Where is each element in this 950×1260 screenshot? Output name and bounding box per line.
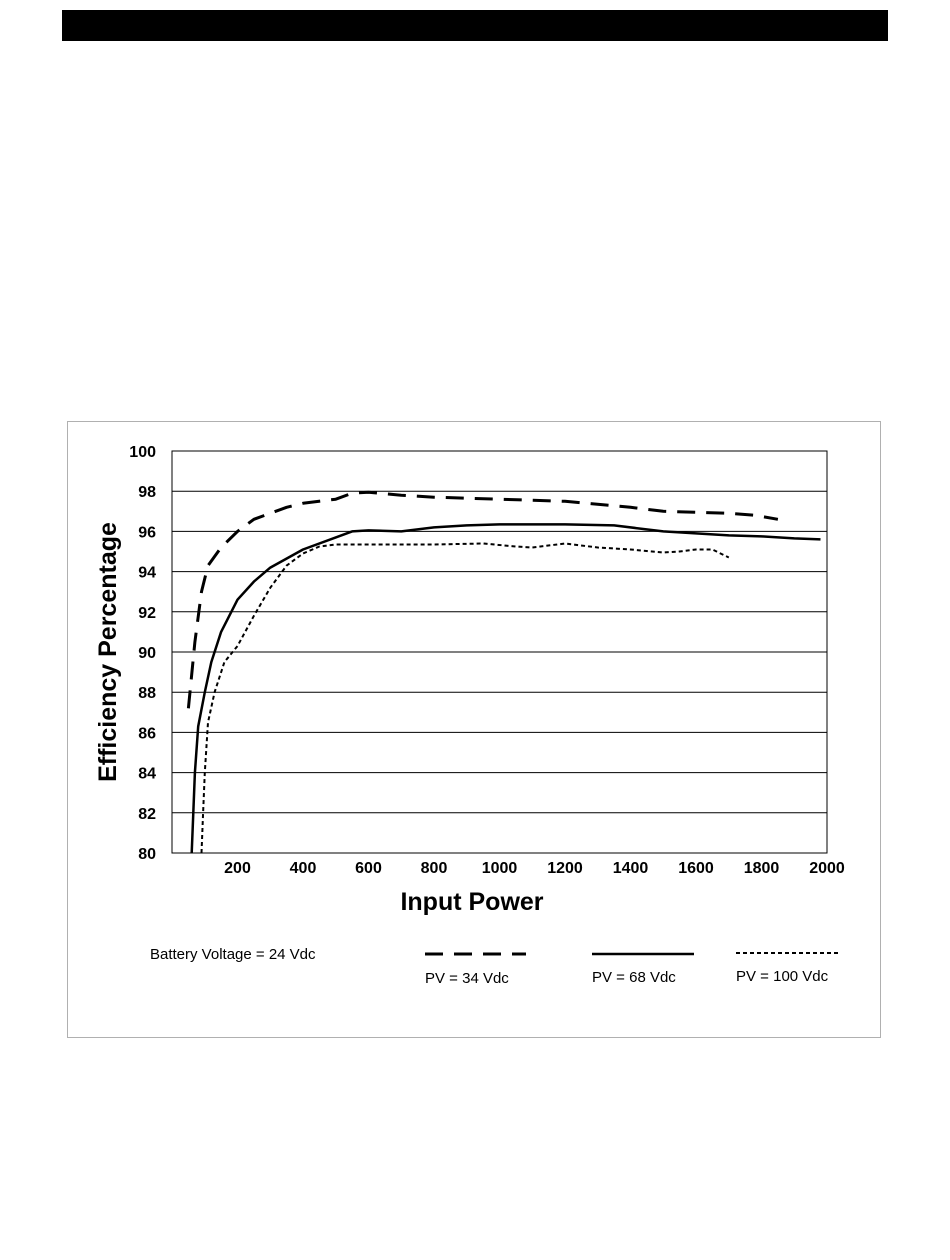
x-tick-label-1400: 1400	[613, 860, 649, 877]
y-tick-label-86: 86	[138, 725, 156, 742]
y-tick-label-92: 92	[138, 605, 156, 622]
y-tick-label-98: 98	[138, 484, 156, 501]
y-tick-label-94: 94	[138, 565, 156, 582]
y-tick-label-88: 88	[138, 685, 156, 702]
y-axis-title: Efficiency Percentage	[94, 522, 122, 782]
efficiency-chart: 80 82 84 86 88 90 92 94 96 98 100 200 400 600 800 1000…	[94, 444, 845, 987]
x-tick-label-1800: 1800	[744, 860, 780, 877]
x-tick-label-1000: 1000	[482, 860, 518, 877]
x-ticks: 200 400 600 800 1000 1200 1400 1600 1800 2000	[224, 860, 845, 877]
y-tick-label-96: 96	[138, 524, 156, 541]
battery-voltage-note: Battery Voltage = 24 Vdc	[150, 946, 316, 963]
x-tick-label-1600: 1600	[678, 860, 714, 877]
x-tick-label-1200: 1200	[547, 860, 583, 877]
y-tick-label-90: 90	[138, 645, 156, 662]
x-tick-label-800: 800	[421, 860, 448, 877]
legend-label-pv100: PV = 100 Vdc	[736, 968, 829, 985]
series-line-pv-34-vdc	[186, 490, 779, 709]
series-line-pv-68-vdc	[190, 523, 821, 854]
y-tick-label-80: 80	[138, 846, 156, 863]
legend-label-pv68: PV = 68 Vdc	[592, 969, 676, 986]
y-tick-label-84: 84	[138, 766, 156, 783]
y-tick-label-100: 100	[129, 444, 156, 461]
series-layer	[186, 490, 821, 854]
x-tick-label-200: 200	[224, 860, 251, 877]
header-bar	[62, 10, 888, 41]
series-line-pv-100-vdc	[200, 542, 730, 854]
y-ticks: 80 82 84 86 88 90 92 94 96 98 100	[129, 444, 156, 863]
x-tick-label-400: 400	[290, 860, 317, 877]
legend-label-pv34: PV = 34 Vdc	[425, 970, 509, 987]
chart-frame: 80 82 84 86 88 90 92 94 96 98 100 200 400 600 800 1000…	[67, 421, 881, 1038]
x-tick-label-2000: 2000	[809, 860, 845, 877]
y-tick-label-82: 82	[138, 806, 156, 823]
grid-layer	[172, 490, 827, 814]
x-axis-title: Input Power	[400, 888, 543, 916]
x-tick-label-600: 600	[355, 860, 382, 877]
